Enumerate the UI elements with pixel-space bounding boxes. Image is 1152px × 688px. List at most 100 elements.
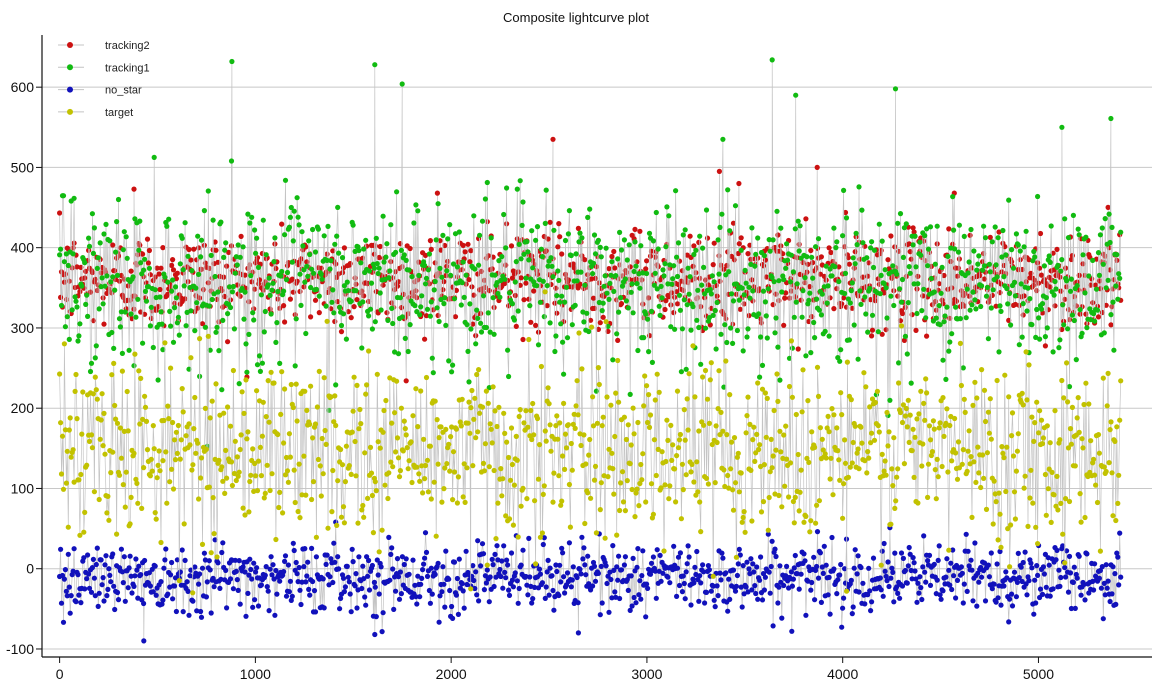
point-tracking2 xyxy=(1052,303,1058,309)
point-tracking1 xyxy=(681,297,687,303)
point-tracking1 xyxy=(425,267,431,273)
point-tracking2 xyxy=(910,225,916,231)
point-tracking1 xyxy=(729,291,735,297)
point-no_star xyxy=(819,564,825,570)
point-tracking1 xyxy=(445,236,451,242)
point-tracking1 xyxy=(1039,301,1046,307)
point-target xyxy=(836,457,842,463)
point-tracking1 xyxy=(1060,302,1066,308)
point-target xyxy=(822,451,828,457)
point-tracking1 xyxy=(316,293,322,299)
point-no_star xyxy=(475,538,481,544)
point-no_star xyxy=(502,569,508,576)
point-target xyxy=(731,435,738,441)
point-tracking2 xyxy=(106,286,112,292)
point-target xyxy=(386,470,392,476)
point-tracking1 xyxy=(1082,290,1088,296)
point-no_star xyxy=(347,591,353,597)
point-no_star xyxy=(621,562,628,568)
point-target xyxy=(558,502,564,508)
point-target xyxy=(132,351,138,357)
point-tracking2 xyxy=(147,272,153,278)
point-target xyxy=(653,472,659,479)
point-target xyxy=(791,520,797,526)
point-tracking1 xyxy=(58,246,64,252)
point-no_star xyxy=(702,600,708,606)
point-no_star xyxy=(365,573,371,579)
point-target xyxy=(717,432,723,438)
point-tracking2 xyxy=(66,278,72,284)
point-no_star xyxy=(86,585,93,591)
point-tracking2 xyxy=(330,248,336,254)
point-no_star xyxy=(701,569,707,575)
point-tracking1 xyxy=(232,270,238,276)
point-target xyxy=(903,405,909,412)
point-tracking1 xyxy=(779,289,785,295)
point-target xyxy=(937,420,943,426)
point-tracking1 xyxy=(826,333,832,339)
point-target xyxy=(611,491,617,497)
point-target xyxy=(758,509,765,515)
point-tracking2 xyxy=(899,310,906,317)
point-no_star xyxy=(934,577,940,583)
point-target xyxy=(343,443,349,449)
point-no_star xyxy=(332,559,338,565)
point-tracking1 xyxy=(730,298,737,304)
point-target xyxy=(462,499,468,505)
point-target xyxy=(319,435,325,442)
point-tracking1 xyxy=(216,348,222,354)
point-tracking1 xyxy=(998,308,1004,314)
point-no_star xyxy=(421,561,427,567)
point-target xyxy=(435,461,441,467)
point-target xyxy=(708,360,714,366)
point-no_star xyxy=(1068,605,1074,612)
point-target xyxy=(476,367,482,373)
point-tracking1 xyxy=(837,358,843,364)
point-no_star xyxy=(84,576,90,582)
point-tracking1 xyxy=(1117,275,1123,281)
point-tracking2 xyxy=(146,247,152,254)
point-no_star xyxy=(726,576,732,582)
point-no_star xyxy=(76,592,82,598)
point-target xyxy=(422,462,429,469)
point-target xyxy=(1112,438,1118,444)
point-tracking1 xyxy=(603,245,609,251)
point-tracking1 xyxy=(458,302,464,308)
point-tracking1 xyxy=(777,377,783,383)
point-tracking1 xyxy=(301,267,307,273)
point-tracking1 xyxy=(1110,299,1116,305)
point-target xyxy=(786,383,793,390)
point-tracking1 xyxy=(1004,285,1010,292)
point-target xyxy=(467,430,473,436)
point-target xyxy=(422,476,428,482)
point-no_star xyxy=(1099,564,1105,570)
point-tracking2 xyxy=(249,279,255,285)
point-no_star xyxy=(472,585,478,592)
point-no_star xyxy=(294,571,300,577)
point-no_star xyxy=(1029,565,1035,571)
point-target xyxy=(541,483,547,489)
point-no_star xyxy=(733,583,740,590)
point-tracking1 xyxy=(1090,257,1096,263)
point-target xyxy=(307,421,313,427)
point-target xyxy=(280,510,286,516)
point-tracking1 xyxy=(601,283,607,289)
point-no_star xyxy=(931,561,937,567)
point-target xyxy=(990,521,996,527)
point-tracking1 xyxy=(1006,197,1012,203)
point-tracking1 xyxy=(965,270,971,276)
point-no_star xyxy=(126,565,132,571)
point-tracking1 xyxy=(955,249,962,255)
point-no_star xyxy=(71,546,77,552)
point-target xyxy=(808,518,814,524)
point-tracking2 xyxy=(89,269,95,276)
point-target xyxy=(346,463,352,469)
point-tracking1 xyxy=(1058,268,1064,274)
point-tracking1 xyxy=(829,273,835,279)
point-no_star xyxy=(1020,559,1026,566)
point-tracking1 xyxy=(298,302,304,308)
point-target xyxy=(923,376,929,382)
point-no_star xyxy=(751,569,757,575)
point-target xyxy=(621,414,628,420)
point-target xyxy=(203,446,209,452)
